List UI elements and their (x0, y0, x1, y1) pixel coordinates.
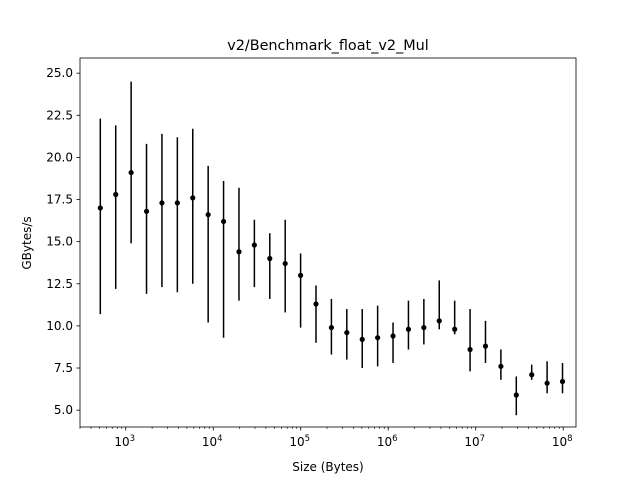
x-tick-base: 10 (114, 435, 129, 449)
x-tick-base: 10 (202, 435, 217, 449)
x-tick-exponent: 5 (305, 434, 310, 444)
data-point (359, 336, 365, 342)
y-tick-label: 12.5 (46, 277, 73, 291)
data-point (421, 324, 427, 331)
y-tick-label: 10.0 (46, 319, 73, 333)
data-point (344, 330, 350, 336)
data-point (282, 260, 288, 267)
x-axis-label: Size (Bytes) (292, 460, 363, 474)
y-tick-label: 5.0 (54, 403, 73, 417)
data-point (513, 392, 519, 398)
data-point (328, 324, 335, 331)
x-tick-exponent: 3 (130, 434, 135, 444)
data-point (436, 318, 442, 324)
chart-title: v2/Benchmark_float_v2_Mul (227, 38, 429, 54)
x-tick-label: 106 (377, 434, 398, 449)
x-tick-base: 10 (552, 435, 567, 449)
x-tick-exponent: 6 (392, 434, 397, 444)
data-point (297, 272, 304, 278)
data-point (128, 169, 134, 176)
data-point (390, 333, 396, 339)
data-point (544, 380, 550, 386)
data-point (251, 242, 257, 248)
y-tick-label: 25.0 (46, 66, 73, 80)
x-tick-base: 10 (289, 435, 304, 449)
data-point (267, 255, 273, 262)
y-axis: 5.0 7.5 10.0 12.5 15.0 17.5 20.0 22.5 25.0 (46, 66, 80, 417)
x-tick-base: 10 (464, 435, 479, 449)
data-point (467, 346, 473, 353)
y-tick-label: 17.5 (46, 193, 73, 207)
y-tick-label: 7.5 (54, 361, 73, 375)
data-point (405, 326, 412, 332)
data-point (220, 218, 227, 225)
y-axis-label: GBytes/s (20, 216, 34, 269)
y-tick-label: 15.0 (46, 235, 73, 249)
x-tick-exponent: 7 (480, 434, 485, 444)
plot-frame (79, 57, 577, 428)
data-point (313, 301, 319, 307)
data-point (236, 249, 242, 255)
x-axis: 103 104 105 106 107 108 (79, 427, 573, 449)
data-point (205, 212, 211, 218)
y-tick-label: 22.5 (46, 108, 73, 122)
data-point (143, 208, 150, 214)
data-point (559, 378, 566, 385)
data-point (113, 191, 119, 198)
x-tick-exponent: 4 (217, 434, 222, 444)
x-tick-label: 103 (114, 434, 135, 449)
x-tick-label: 108 (552, 434, 573, 449)
data-point (97, 205, 103, 211)
data-point (452, 326, 458, 332)
x-tick-exponent: 8 (567, 434, 572, 444)
data-point (498, 363, 504, 369)
data-marks (97, 81, 566, 416)
data-point (529, 372, 535, 378)
x-tick-base: 10 (377, 435, 392, 449)
x-tick-label: 105 (289, 434, 310, 449)
data-point (375, 335, 381, 341)
x-tick-label: 104 (202, 434, 223, 449)
x-tick-label: 107 (464, 434, 485, 449)
data-point (482, 343, 489, 349)
data-point (190, 195, 196, 201)
data-point (174, 200, 180, 206)
data-point (159, 200, 165, 206)
y-tick-label: 20.0 (46, 150, 73, 164)
